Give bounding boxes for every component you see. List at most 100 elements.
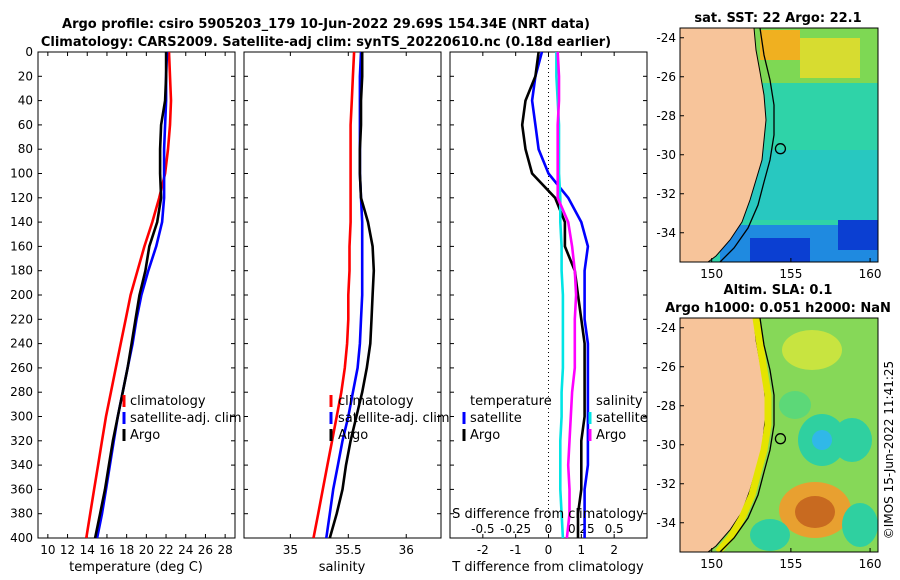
- legend-argo: Argo: [130, 428, 160, 443]
- map-y-tick-label: -30: [656, 148, 676, 162]
- x-tick-label: 0: [545, 543, 553, 557]
- map-y-tick-label: -34: [656, 226, 676, 240]
- map-x-tick-label: 155: [779, 557, 802, 571]
- sla-high-core: [795, 496, 835, 528]
- map-y-tick-label: -28: [656, 399, 676, 413]
- watermark: ©IMOS 15-Jun-2022 11:41:25: [882, 361, 896, 539]
- legend-temperature-title: temperature: [470, 394, 552, 409]
- map-x-tick-label: 160: [859, 557, 882, 571]
- sla-map: [680, 318, 878, 552]
- x-tick-label: 24: [178, 543, 193, 557]
- map-y-tick-label: -24: [656, 321, 676, 335]
- map-y-tick-label: -24: [656, 31, 676, 45]
- depth-tick-label: 300: [10, 410, 33, 424]
- x-tick-label: 14: [80, 543, 95, 557]
- map-y-tick-label: -26: [656, 360, 676, 374]
- x-tick-label: 35: [283, 543, 298, 557]
- salinity-plot: 35 35.5 36: [283, 51, 414, 557]
- depth-tick-label: 240: [10, 337, 33, 351]
- s-diff-tick-label: -0.25: [500, 522, 531, 536]
- map-x-tick-label: 160: [859, 267, 882, 281]
- sla-low-2: [832, 418, 872, 462]
- legend-salinity-title: salinity: [596, 394, 643, 409]
- difference-plot: -2 -1 0 1 2 -0.5 -0.25 0 0.25 0.5: [471, 51, 624, 557]
- x-tick-label: 18: [119, 543, 134, 557]
- depth-tick-label: 20: [18, 69, 33, 83]
- sla-low-5: [750, 519, 790, 551]
- sla-low-3: [779, 391, 811, 419]
- sst-map-title: sat. SST: 22 Argo: 22.1: [694, 11, 861, 26]
- depth-tick-label: 200: [10, 288, 33, 302]
- sst-hot-patch: [760, 30, 800, 60]
- sla-map-title-2: Argo h1000: 0.051 h2000: NaN: [665, 301, 891, 316]
- depth-tick-label: 180: [10, 264, 33, 278]
- salinity-legend: climatology satellite-adj. clim Argo: [329, 394, 450, 443]
- sla-map-frame: [679, 317, 879, 553]
- depth-tick-label: 160: [10, 239, 33, 253]
- salinity-axes: [243, 51, 442, 539]
- sla-map-title-1: Altim. SLA: 0.1: [724, 283, 833, 298]
- map-y-tick-label: -28: [656, 109, 676, 123]
- series-argo: [93, 52, 168, 539]
- map-x-tick-label: 150: [700, 557, 723, 571]
- depth-tick-label: 280: [10, 385, 33, 399]
- legend-climatology: climatology: [338, 394, 414, 409]
- sst-isobath: [719, 28, 775, 262]
- map-x-tick-label: 150: [700, 267, 723, 281]
- depth-tick-label: 320: [10, 434, 33, 448]
- legend-s-argo: Argo: [596, 428, 626, 443]
- sst-cold-core: [750, 238, 810, 262]
- sla-shelf: [715, 318, 772, 552]
- x-tick-label: 12: [60, 543, 75, 557]
- series-t-satellite: [530, 51, 590, 538]
- temperature-xlabel: temperature (deg C): [69, 560, 203, 575]
- x-tick-label: 1: [578, 543, 586, 557]
- x-tick-label: 28: [218, 543, 233, 557]
- x-tick-label: 35.5: [335, 543, 362, 557]
- sla-low-4: [842, 503, 878, 547]
- sla-profile-marker: [774, 433, 787, 445]
- depth-tick-label: 40: [18, 94, 33, 108]
- depth-tick-label: 260: [10, 361, 33, 375]
- sst-profile-marker: [774, 143, 787, 155]
- sla-low-core-1: [812, 430, 832, 450]
- x-tick-label: 22: [158, 543, 173, 557]
- x-tick-label: 36: [399, 543, 414, 557]
- legend-satellite: satellite-adj. clim: [338, 411, 450, 426]
- depth-tick-label: 80: [18, 142, 33, 156]
- map-y-tick-label: -30: [656, 438, 676, 452]
- title-line-1: Argo profile: csiro 5905203_179 10-Jun-2…: [62, 17, 590, 32]
- x-tick-label: 26: [198, 543, 213, 557]
- series-t-argo: [520, 51, 586, 538]
- x-tick-label: 20: [139, 543, 154, 557]
- s-diff-tick-label: -0.5: [471, 522, 494, 536]
- depth-tick-label: 120: [10, 191, 33, 205]
- depth-tick-label: 340: [10, 458, 33, 472]
- s-diff-tick-label: 0.5: [605, 522, 624, 536]
- depth-tick-label: 380: [10, 507, 33, 521]
- legend-climatology: climatology: [130, 394, 206, 409]
- series-climatology: [85, 51, 173, 539]
- x-tick-label: 10: [40, 543, 55, 557]
- legend-t-satellite: satellite: [470, 411, 522, 426]
- t-difference-xlabel: T difference from climatology: [451, 560, 644, 575]
- s-diff-tick-label: 0.25: [568, 522, 595, 536]
- s-difference-xlabel: S difference from climatology: [452, 507, 644, 522]
- x-tick-label: 16: [99, 543, 114, 557]
- sst-map-axes: 150 155 160 -24 -26 -28 -30 -32 -34: [656, 31, 881, 281]
- temperature-legend: climatology satellite-adj. clim Argo: [122, 394, 242, 443]
- sla-map-axes: 150 155 160 -24 -26 -28 -30 -32 -34: [656, 321, 881, 571]
- sla-isobath: [719, 318, 775, 552]
- depth-tick-label: 0: [25, 45, 33, 59]
- s-diff-tick-label: 0: [545, 522, 553, 536]
- salinity-xlabel: salinity: [319, 560, 366, 575]
- series-argo: [328, 52, 376, 539]
- depth-tick-label: 220: [10, 312, 33, 326]
- series-s-argo: [556, 51, 578, 539]
- depth-tick-label: 400: [10, 531, 33, 545]
- temperature-plot: 10 12 14 16 18 20 22 24 26 28: [40, 51, 233, 557]
- map-y-tick-label: -32: [656, 187, 676, 201]
- sla-high-1: [782, 330, 842, 370]
- x-tick-label: -2: [477, 543, 489, 557]
